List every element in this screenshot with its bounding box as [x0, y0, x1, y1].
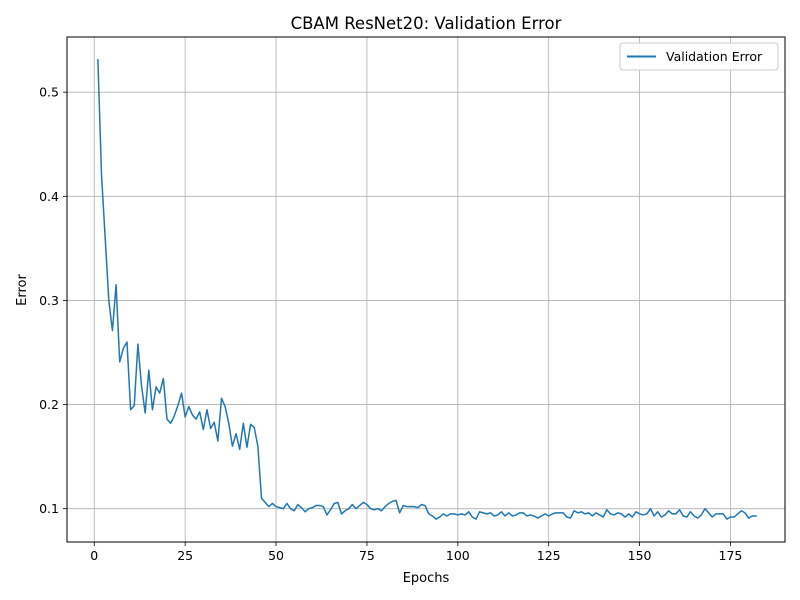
legend-frame: [619, 42, 779, 71]
legend-label-validation-error: Validation Error: [666, 49, 763, 64]
y-tick-label: 0.1: [39, 501, 59, 516]
x-tick-label: 175: [719, 548, 743, 563]
chart-title: CBAM ResNet20: Validation Error: [291, 14, 562, 33]
axes-frame: [66, 36, 786, 543]
x-tick-label: 75: [359, 548, 375, 563]
axis-ticks: 0 25 50 75 100 125 150 175 0.1 0.2 0.3 0.4 0.5: [39, 85, 742, 563]
x-tick-label: 0: [90, 548, 98, 563]
y-tick-label: 0.4: [39, 189, 59, 204]
x-tick-label: 25: [177, 548, 193, 563]
x-axis-label: Epochs: [403, 571, 450, 586]
y-axis-label: Error: [15, 274, 30, 306]
x-tick-label: 50: [268, 548, 284, 563]
plot-area: [97, 59, 757, 520]
grid: [67, 37, 785, 542]
series-line-validation-error: [97, 59, 757, 520]
y-tick-label: 0.5: [39, 85, 59, 100]
x-tick-label: 125: [537, 548, 561, 563]
legend: Validation Error: [619, 42, 779, 71]
x-tick-label: 100: [446, 548, 470, 563]
x-tick-label: 150: [628, 548, 652, 563]
y-tick-label: 0.2: [39, 397, 59, 412]
y-tick-label: 0.3: [39, 293, 59, 308]
